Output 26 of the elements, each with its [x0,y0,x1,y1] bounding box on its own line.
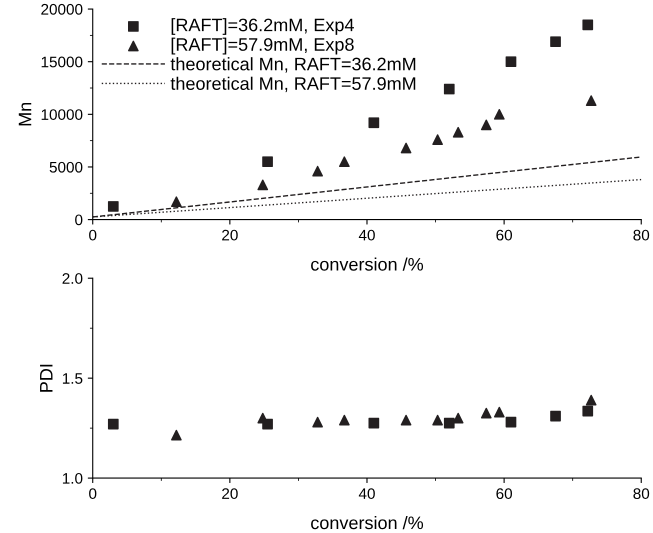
x-tick-label: 80 [633,230,650,241]
x-tick-label: 0 [89,230,96,241]
y-axis-title: PDI [40,364,52,392]
legend-label: theoretical Mn, RAFT=36.2mM [170,57,416,73]
legend-label: [RAFT]=57.9mM, Exp8 [172,38,354,54]
y-tick-label: 0 [75,214,82,226]
x-tick-label: 60 [496,230,512,241]
x-tick-label: 80 [633,488,650,500]
y-tick-label: 15000 [42,56,82,68]
x-tick-label: 40 [358,488,375,500]
y-tick-label: 20000 [41,4,82,15]
x-tick-label: 0 [89,488,96,500]
x-tick-label: 40 [358,230,375,241]
y-tick-label: 10000 [42,109,82,120]
y-tick-label: 1.5 [62,373,82,384]
x-tick-label: 20 [222,488,238,500]
x-axis-title: conversion /% [311,257,424,271]
legend-label: [RAFT]=36.2mM, Exp4 [172,18,354,35]
x-axis-title: conversion /% [311,516,424,530]
y-tick-label: 2.0 [62,273,82,284]
y-axis-title: Mn [18,102,32,126]
legend-label: theoretical Mn, RAFT=57.9mM [170,76,416,92]
x-tick-label: 20 [222,230,238,241]
x-tick-label: 60 [496,488,512,500]
y-tick-label: 5000 [50,162,82,173]
y-tick-label: 1.0 [62,472,82,484]
